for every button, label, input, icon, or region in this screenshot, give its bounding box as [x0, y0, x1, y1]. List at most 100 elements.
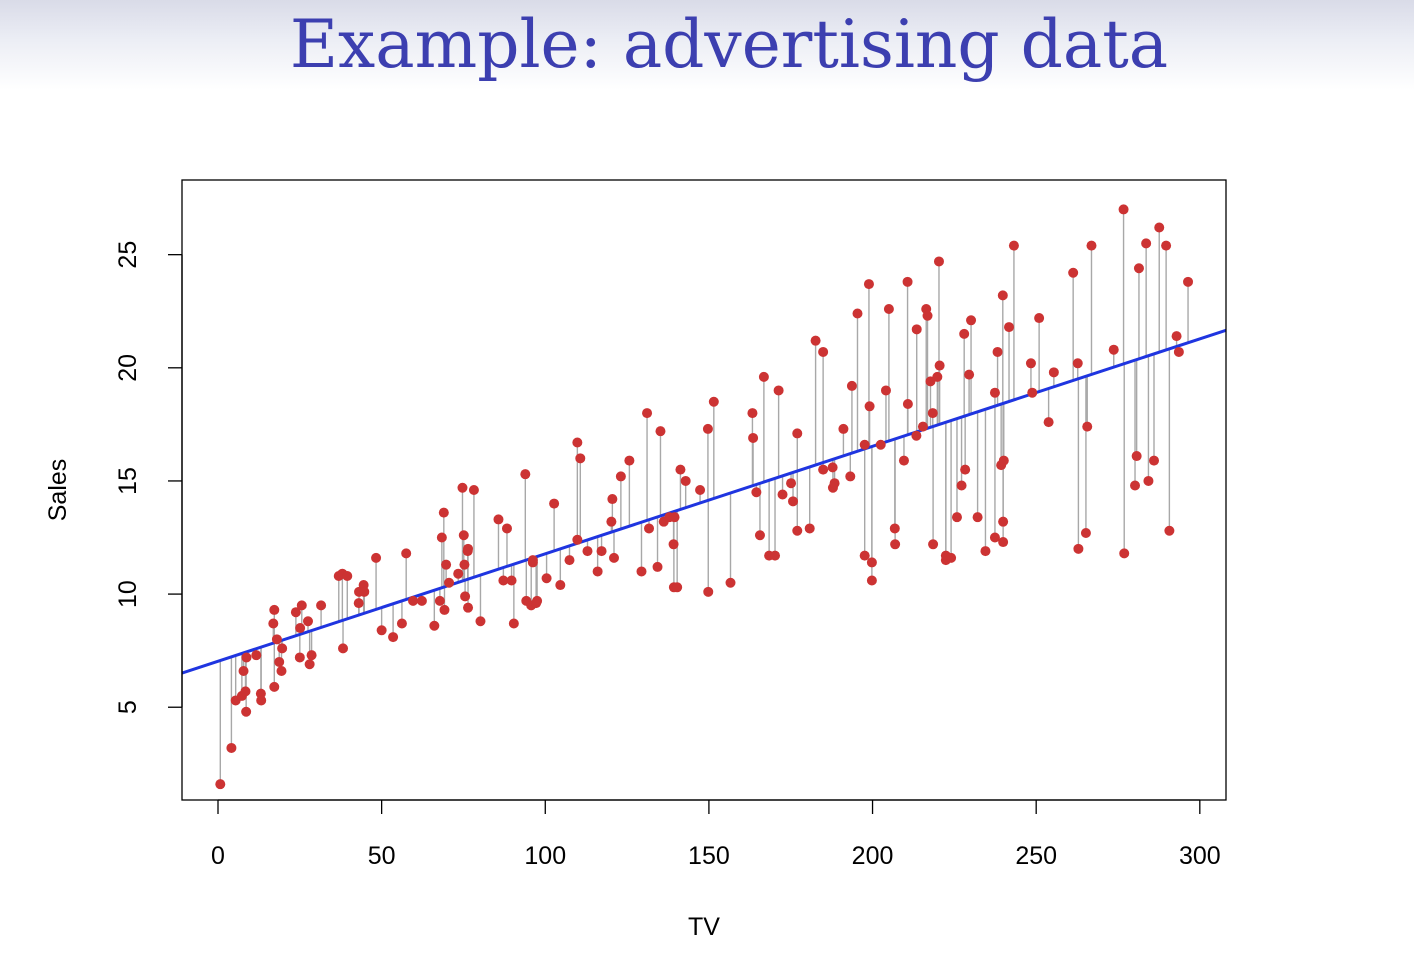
data-point [932, 371, 943, 382]
data-point [498, 575, 509, 586]
data-point [1118, 204, 1129, 215]
data-point [998, 455, 1009, 466]
data-point [902, 276, 913, 287]
data-point [444, 577, 455, 588]
data-point [866, 557, 877, 568]
data-point [1161, 240, 1172, 251]
data-point [695, 485, 706, 495]
data-point [596, 546, 607, 557]
data-point [564, 555, 575, 566]
data-point [624, 455, 635, 466]
data-point [810, 335, 821, 346]
data-point [342, 570, 353, 581]
data-point [438, 507, 449, 518]
data-point [672, 582, 683, 593]
data-point [555, 580, 566, 591]
data-point [668, 539, 679, 550]
data-point [463, 602, 474, 613]
data-point [416, 595, 427, 606]
x-tick-label: 50 [368, 842, 396, 870]
data-point [434, 595, 445, 606]
data-point [429, 620, 440, 631]
data-point [441, 559, 452, 570]
regression-line-group [182, 328, 1226, 675]
data-point [276, 666, 287, 677]
data-point [992, 346, 1003, 357]
x-tick-label: 150 [688, 842, 730, 870]
data-point [1082, 421, 1093, 432]
data-point [520, 469, 531, 480]
regression-line [182, 328, 1226, 675]
data-point [388, 632, 399, 643]
data-point [294, 652, 305, 663]
data-point [680, 475, 691, 486]
data-point [215, 779, 226, 790]
data-point [1073, 543, 1084, 554]
data-point [460, 591, 471, 602]
data-point [898, 455, 909, 466]
data-point [1149, 455, 1159, 466]
data-point [549, 498, 560, 509]
title-band [0, 0, 1414, 90]
data-point [501, 523, 512, 534]
data-point [303, 616, 313, 627]
data-point [241, 652, 252, 663]
data-point [875, 439, 886, 450]
data-point [642, 408, 653, 419]
data-point [463, 543, 474, 554]
data-point [989, 387, 1000, 398]
data-point [933, 256, 944, 267]
data-point [889, 523, 900, 534]
data-point [675, 464, 686, 475]
x-tick-label: 300 [1179, 842, 1221, 870]
data-point [1119, 548, 1130, 559]
data-point [1072, 358, 1083, 369]
data-point [527, 555, 538, 566]
data-point [1086, 240, 1097, 251]
data-point [609, 552, 619, 563]
data-point [1143, 475, 1154, 486]
data-point [866, 575, 877, 586]
data-point [829, 478, 840, 489]
data-point [951, 512, 962, 523]
data-point [751, 487, 762, 498]
data-point [582, 546, 593, 557]
data-point [1068, 267, 1079, 278]
data-point [1034, 313, 1045, 324]
data-point [1008, 240, 1019, 251]
data-point [927, 408, 938, 419]
data-point [980, 546, 991, 557]
data-point [788, 496, 799, 507]
data-point [966, 315, 977, 326]
data-point [572, 534, 583, 545]
y-tick-label: 20 [114, 354, 142, 382]
data-point [859, 550, 870, 561]
data-point [575, 453, 586, 464]
y-tick-label: 25 [114, 241, 142, 269]
data-point [864, 401, 875, 412]
data-point [1130, 480, 1141, 491]
data-point [946, 552, 957, 563]
data-point [1141, 238, 1152, 249]
data-point [1043, 417, 1054, 428]
data-point [274, 656, 285, 667]
data-point [880, 385, 891, 396]
data-point [493, 514, 504, 525]
data-point [396, 618, 407, 629]
data-point [1164, 525, 1175, 536]
data-point [1080, 527, 1091, 538]
x-axis: 0 50 100 150 200 250 300 [211, 799, 1221, 870]
data-point [532, 595, 543, 606]
data-point [989, 532, 1000, 543]
data-point [883, 303, 894, 314]
x-tick-label: 100 [524, 842, 566, 870]
data-point [703, 586, 714, 597]
x-tick-label: 250 [1015, 842, 1057, 870]
data-point [436, 532, 447, 543]
data-point [226, 742, 237, 753]
data-point [304, 659, 315, 670]
data-point [956, 480, 967, 491]
y-axis: 5 10 15 20 25 [114, 241, 183, 714]
data-point [669, 512, 680, 523]
